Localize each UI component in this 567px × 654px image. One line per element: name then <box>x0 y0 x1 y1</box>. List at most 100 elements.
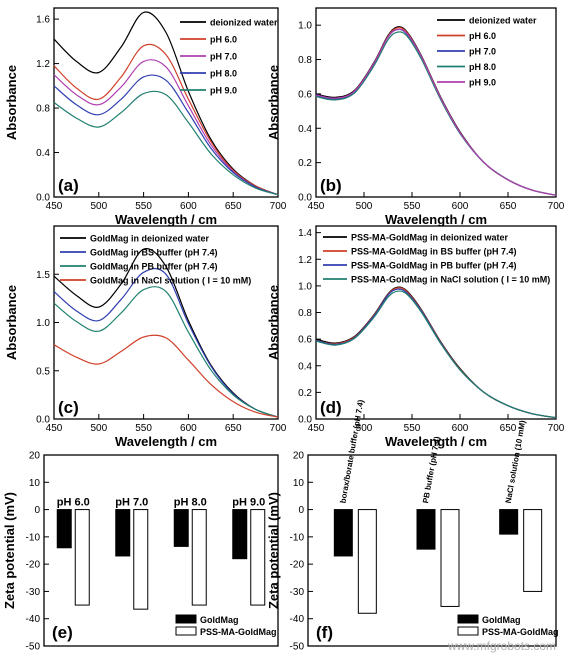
legend-label: GoldMag in NaCl solution ( I = 10 mM) <box>90 276 251 286</box>
legend-label: PSS-MA-GoldMag <box>482 627 559 637</box>
legend-label: PSS-MA-GoldMag <box>200 627 277 637</box>
legend-swatch <box>175 626 197 636</box>
bar <box>333 509 353 557</box>
legend-label: pH 8.0 <box>210 69 237 79</box>
panel-label: (c) <box>58 398 79 417</box>
legend-label: pH 7.0 <box>210 52 237 62</box>
panel-d: 0.0 0.2 0.4 0.6 0.8 1.0 1.2 1.4 Absorbance (d) 450… <box>266 225 565 449</box>
y-tick-label: 0.5 <box>36 366 50 377</box>
y-tick-label: -30 <box>290 587 305 598</box>
category-label: borax/borate buffer (pH 7.4) <box>338 399 365 504</box>
y-axis-label: Absorbance <box>4 285 19 360</box>
bar <box>173 509 189 547</box>
y-tick-label: 0 <box>34 505 40 516</box>
bar <box>416 509 436 550</box>
y-tick-label: 10 <box>29 478 41 489</box>
y-axis-label: Absorbance <box>266 285 281 360</box>
x-tick-label: 550 <box>135 201 152 212</box>
bar <box>232 509 248 560</box>
y-tick-label: 0.0 <box>298 415 312 426</box>
x-tick-label: 450 <box>308 201 325 212</box>
panel-label: (d) <box>320 398 342 417</box>
watermark-text: www.mfgrobots.com <box>447 639 556 653</box>
bar <box>440 509 460 607</box>
y-tick-label: 0 <box>298 505 304 516</box>
y-tick-label: 0.6 <box>298 335 312 346</box>
bar <box>191 509 207 606</box>
panel-label: (b) <box>320 176 342 195</box>
legend-label: GoldMag in deionized water <box>90 234 210 244</box>
x-tick-label: 500 <box>90 201 107 212</box>
x-tick-label: 550 <box>404 423 421 434</box>
x-tick-label: 450 <box>46 201 63 212</box>
series-line <box>315 31 557 196</box>
x-axis-label: Wavelength / cm <box>385 212 487 227</box>
bar <box>74 509 90 606</box>
y-tick-label: 1.4 <box>298 228 312 239</box>
y-tick-label: 0.0 <box>298 193 312 204</box>
panel-a: 0.0 0.4 0.8 1.2 1.6 Absorbance (a) 450 500 550 600… <box>4 7 287 227</box>
x-tick-label: 650 <box>500 201 517 212</box>
y-axis-label: Absorbance <box>4 65 19 140</box>
legend-label: GoldMag <box>200 615 239 625</box>
panel-b: 0.0 0.2 0.4 0.6 0.8 1.0 Absorbance (b) 450 500 550… <box>266 7 565 227</box>
x-tick-label: 650 <box>225 201 242 212</box>
bar <box>115 509 131 557</box>
y-axis-label: Zeta potential (mV) <box>2 492 17 609</box>
x-tick-label: 550 <box>404 201 421 212</box>
series-line <box>315 290 557 419</box>
bar <box>250 509 266 606</box>
x-tick-label: 600 <box>180 423 197 434</box>
legend-label: PSS-MA-GoldMag in NaCl solution ( I = 10… <box>351 275 550 285</box>
legend-label: PSS-MA-GoldMag in PB buffer (pH 7.4) <box>351 261 517 271</box>
y-tick-label: 0.4 <box>298 124 312 135</box>
series-line <box>315 27 557 196</box>
bar <box>56 509 72 549</box>
category-label: pH 7.0 <box>115 497 148 509</box>
y-tick-label: 20 <box>293 451 305 462</box>
x-tick-label: 500 <box>90 423 107 434</box>
plot-frame <box>43 454 279 647</box>
x-tick-label: 550 <box>135 423 152 434</box>
legend-swatch <box>457 614 479 624</box>
y-tick-label: 0.6 <box>298 89 312 100</box>
x-axis-label: Wavelength / cm <box>385 434 487 449</box>
panel-label: (a) <box>58 176 79 195</box>
x-tick-label: 700 <box>548 423 565 434</box>
series-line <box>53 74 279 196</box>
y-tick-label: -50 <box>26 642 41 653</box>
y-tick-label: -40 <box>290 614 305 625</box>
legend-label: pH 6.0 <box>210 35 237 45</box>
y-tick-label: 0.8 <box>298 308 312 319</box>
x-tick-label: 600 <box>452 201 469 212</box>
series-line <box>315 288 557 419</box>
x-tick-label: 600 <box>180 201 197 212</box>
x-tick-label: 600 <box>452 423 469 434</box>
legend-label: pH 7.0 <box>469 47 496 57</box>
category-label: pH 6.0 <box>57 497 90 509</box>
y-tick-label: -10 <box>26 532 41 543</box>
legend-label: GoldMag <box>482 615 521 625</box>
y-tick-label: -20 <box>26 560 41 571</box>
y-tick-label: 20 <box>29 451 41 462</box>
y-tick-label: 1.0 <box>298 281 312 292</box>
y-tick-label: 0.2 <box>298 388 312 399</box>
y-tick-label: 0.4 <box>36 148 50 159</box>
legend-swatch <box>175 614 197 624</box>
category-label: pH 9.0 <box>232 497 265 509</box>
legend-swatch <box>457 626 479 636</box>
y-tick-label: 0.4 <box>298 361 312 372</box>
panel-c: 0.0 0.5 1.0 1.5 Absorbance (c) 450 500 550 600 650… <box>4 225 287 449</box>
y-tick-label: 1.2 <box>36 59 50 70</box>
plot-frame <box>307 454 557 647</box>
category-label: pH 8.0 <box>174 497 207 509</box>
legend-label: GoldMag in BS buffer (pH 7.4) <box>90 248 218 258</box>
x-axis-label: Wavelength / cm <box>115 434 217 449</box>
x-axis-label: Wavelength / cm <box>115 212 217 227</box>
y-axis-label: Absorbance <box>266 65 281 140</box>
x-tick-label: 700 <box>548 201 565 212</box>
y-tick-label: -40 <box>26 614 41 625</box>
panel-label: (f) <box>316 623 333 642</box>
legend-label: PSS-MA-GoldMag in BS buffer (pH 7.4) <box>351 247 517 257</box>
y-tick-label: -20 <box>290 560 305 571</box>
